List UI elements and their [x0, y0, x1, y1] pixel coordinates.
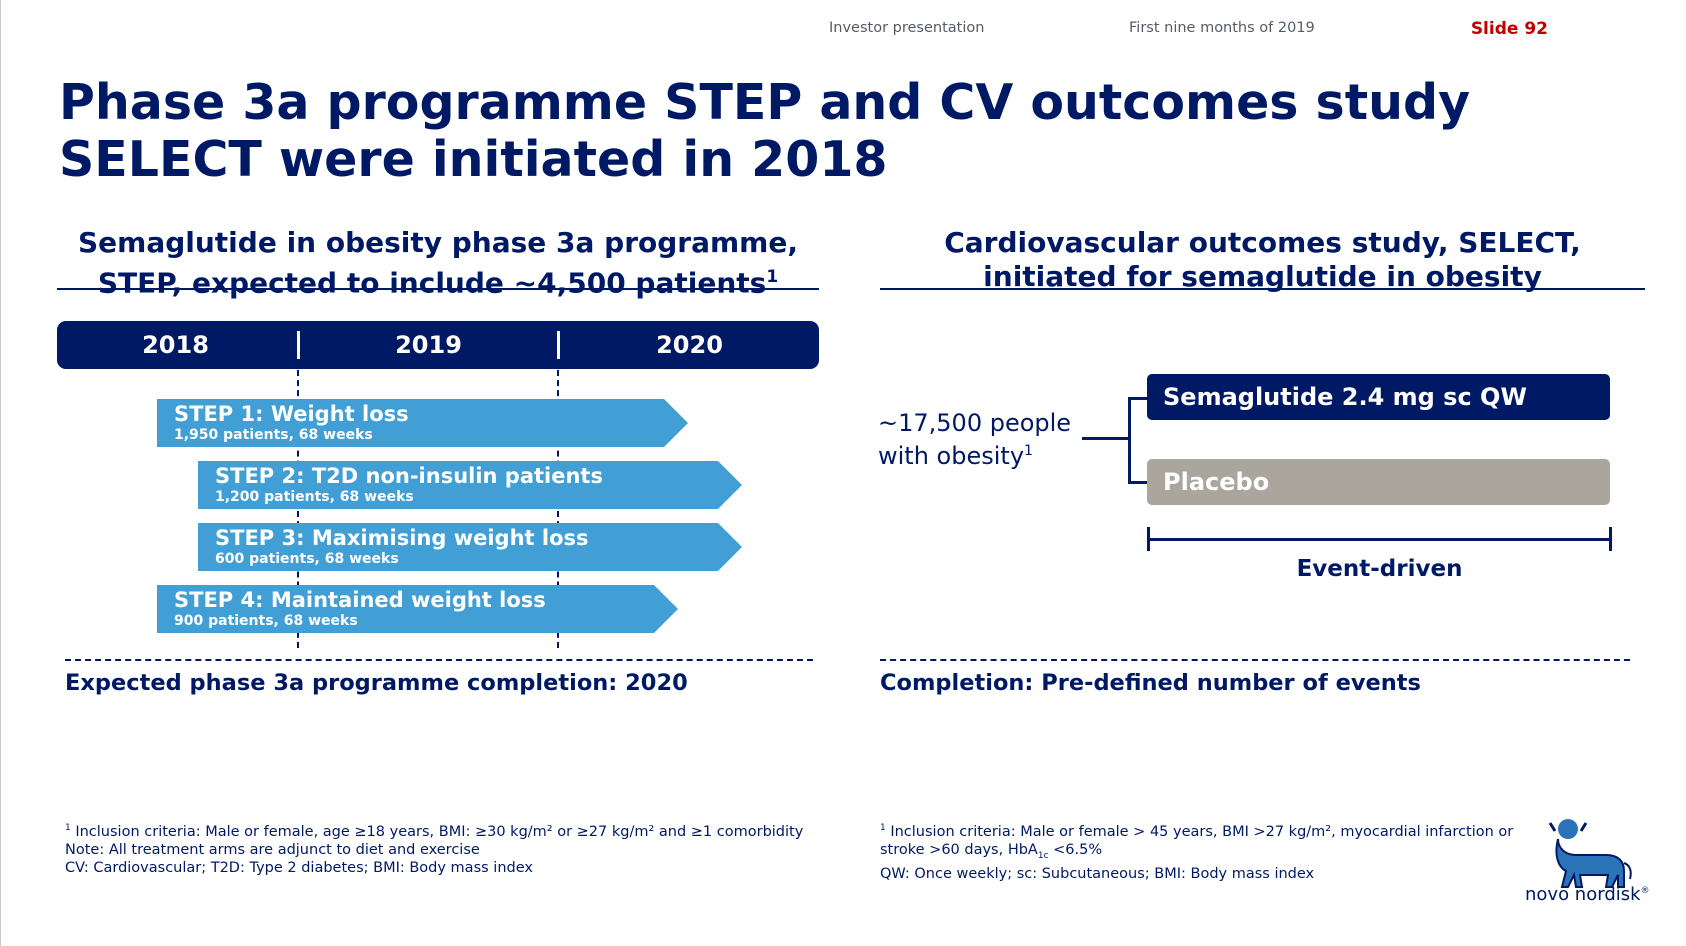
step3-arrow: STEP 3: Maximising weight loss 600 patie… — [198, 523, 742, 571]
footnote-marker: 1 — [65, 823, 71, 833]
right-footnote-abbreviations: QW: Once weekly; sc: Subcutaneous; BMI: … — [880, 865, 1315, 882]
timeline-year-bar: 2018 2019 2020 — [57, 321, 819, 369]
step-subheading-underline — [57, 288, 819, 290]
step3-title: STEP 3: Maximising weight loss — [215, 526, 589, 550]
year-2018: 2018 — [142, 331, 209, 359]
step-subheading-line2: STEP, expected to include ~4,500 patient… — [97, 266, 767, 300]
step-subheading: Semaglutide in obesity phase 3a programm… — [57, 226, 819, 300]
slide-number: Slide 92 — [1470, 19, 1548, 39]
step4-title: STEP 4: Maintained weight loss — [174, 588, 546, 612]
novo-nordisk-bull-icon — [1548, 819, 1632, 888]
slide-left-edge — [0, 0, 1, 946]
placebo-arm: Placebo — [1147, 459, 1610, 505]
event-duration-bar — [1147, 538, 1612, 541]
event-driven-label: Event-driven — [1296, 556, 1463, 582]
step1-title: STEP 1: Weight loss — [174, 402, 409, 426]
registered-mark: ® — [1640, 886, 1650, 896]
footnote-marker: 1 — [880, 823, 886, 833]
timeline-divider-2019 — [297, 370, 299, 648]
novo-nordisk-wordmark: novo nordisk® — [1525, 884, 1650, 905]
left-footnotes: 1 Inclusion criteria: Male or female, ag… — [65, 819, 803, 877]
step2-detail: 1,200 patients, 68 weeks — [215, 489, 414, 505]
step-subheading-line1: Semaglutide in obesity phase 3a programm… — [78, 226, 798, 259]
right-footnote-inclusion-line2: stroke >60 days, HbA — [880, 841, 1038, 858]
right-footnote-inclusion-line2-end: <6.5% — [1048, 841, 1103, 858]
left-footnote-inclusion: Inclusion criteria: Male or female, age … — [75, 823, 804, 840]
select-subheading-underline — [880, 288, 1645, 290]
randomisation-connector — [1082, 437, 1130, 440]
semaglutide-arm: Semaglutide 2.4 mg sc QW — [1147, 374, 1610, 420]
step4-arrow: STEP 4: Maintained weight loss 900 patie… — [157, 585, 678, 633]
randomisation-branch — [1128, 397, 1131, 483]
left-footnote-note: Note: All treatment arms are adjunct to … — [65, 841, 480, 858]
slide-title: Phase 3a programme STEP and CV outcomes … — [59, 74, 1471, 188]
step3-detail: 600 patients, 68 weeks — [215, 551, 399, 567]
step1-arrow: STEP 1: Weight loss 1,950 patients, 68 w… — [157, 399, 688, 447]
right-footnote-inclusion-line1: Inclusion criteria: Male or female > 45 … — [890, 823, 1514, 840]
year-separator — [297, 331, 300, 359]
population-description: with obesity — [878, 442, 1025, 470]
right-dashed-divider — [880, 659, 1630, 661]
step1-detail: 1,950 patients, 68 weeks — [174, 427, 373, 443]
wordmark-text: novo nordisk — [1525, 884, 1641, 905]
footnote-ref: 1 — [766, 267, 779, 287]
year-2019: 2019 — [395, 331, 462, 359]
step4-detail: 900 patients, 68 weeks — [174, 613, 358, 629]
branch-to-placebo — [1128, 481, 1148, 484]
population-label: ~17,500 people with obesity1 — [878, 409, 1071, 470]
left-dashed-divider — [65, 659, 813, 661]
hba1c-subscript: 1c — [1037, 850, 1049, 861]
step2-arrow: STEP 2: T2D non-insulin patients 1,200 p… — [198, 461, 742, 509]
year-separator — [557, 331, 560, 359]
select-completion: Completion: Pre-defined number of events — [880, 670, 1421, 696]
population-count: ~17,500 people — [878, 409, 1072, 437]
event-bar-start-tick — [1147, 527, 1150, 551]
header-presentation: Investor presentation — [829, 20, 985, 36]
select-subheading: Cardiovascular outcomes study, SELECT, i… — [880, 226, 1645, 294]
left-footnote-abbreviations: CV: Cardiovascular; T2D: Type 2 diabetes… — [65, 859, 533, 876]
right-footnotes: 1 Inclusion criteria: Male or female > 4… — [880, 819, 1513, 883]
footnote-ref: 1 — [1024, 443, 1033, 459]
select-subheading-line2: initiated for semaglutide in obesity — [983, 260, 1542, 293]
select-subheading-line1: Cardiovascular outcomes study, SELECT, — [944, 226, 1581, 259]
step-completion: Expected phase 3a programme completion: … — [65, 670, 688, 696]
event-bar-end-tick — [1609, 527, 1612, 551]
header-period: First nine months of 2019 — [1129, 20, 1315, 36]
branch-to-semaglutide — [1128, 397, 1148, 400]
timeline-divider-2020 — [557, 370, 559, 648]
step2-title: STEP 2: T2D non-insulin patients — [215, 464, 603, 488]
year-2020: 2020 — [656, 331, 723, 359]
